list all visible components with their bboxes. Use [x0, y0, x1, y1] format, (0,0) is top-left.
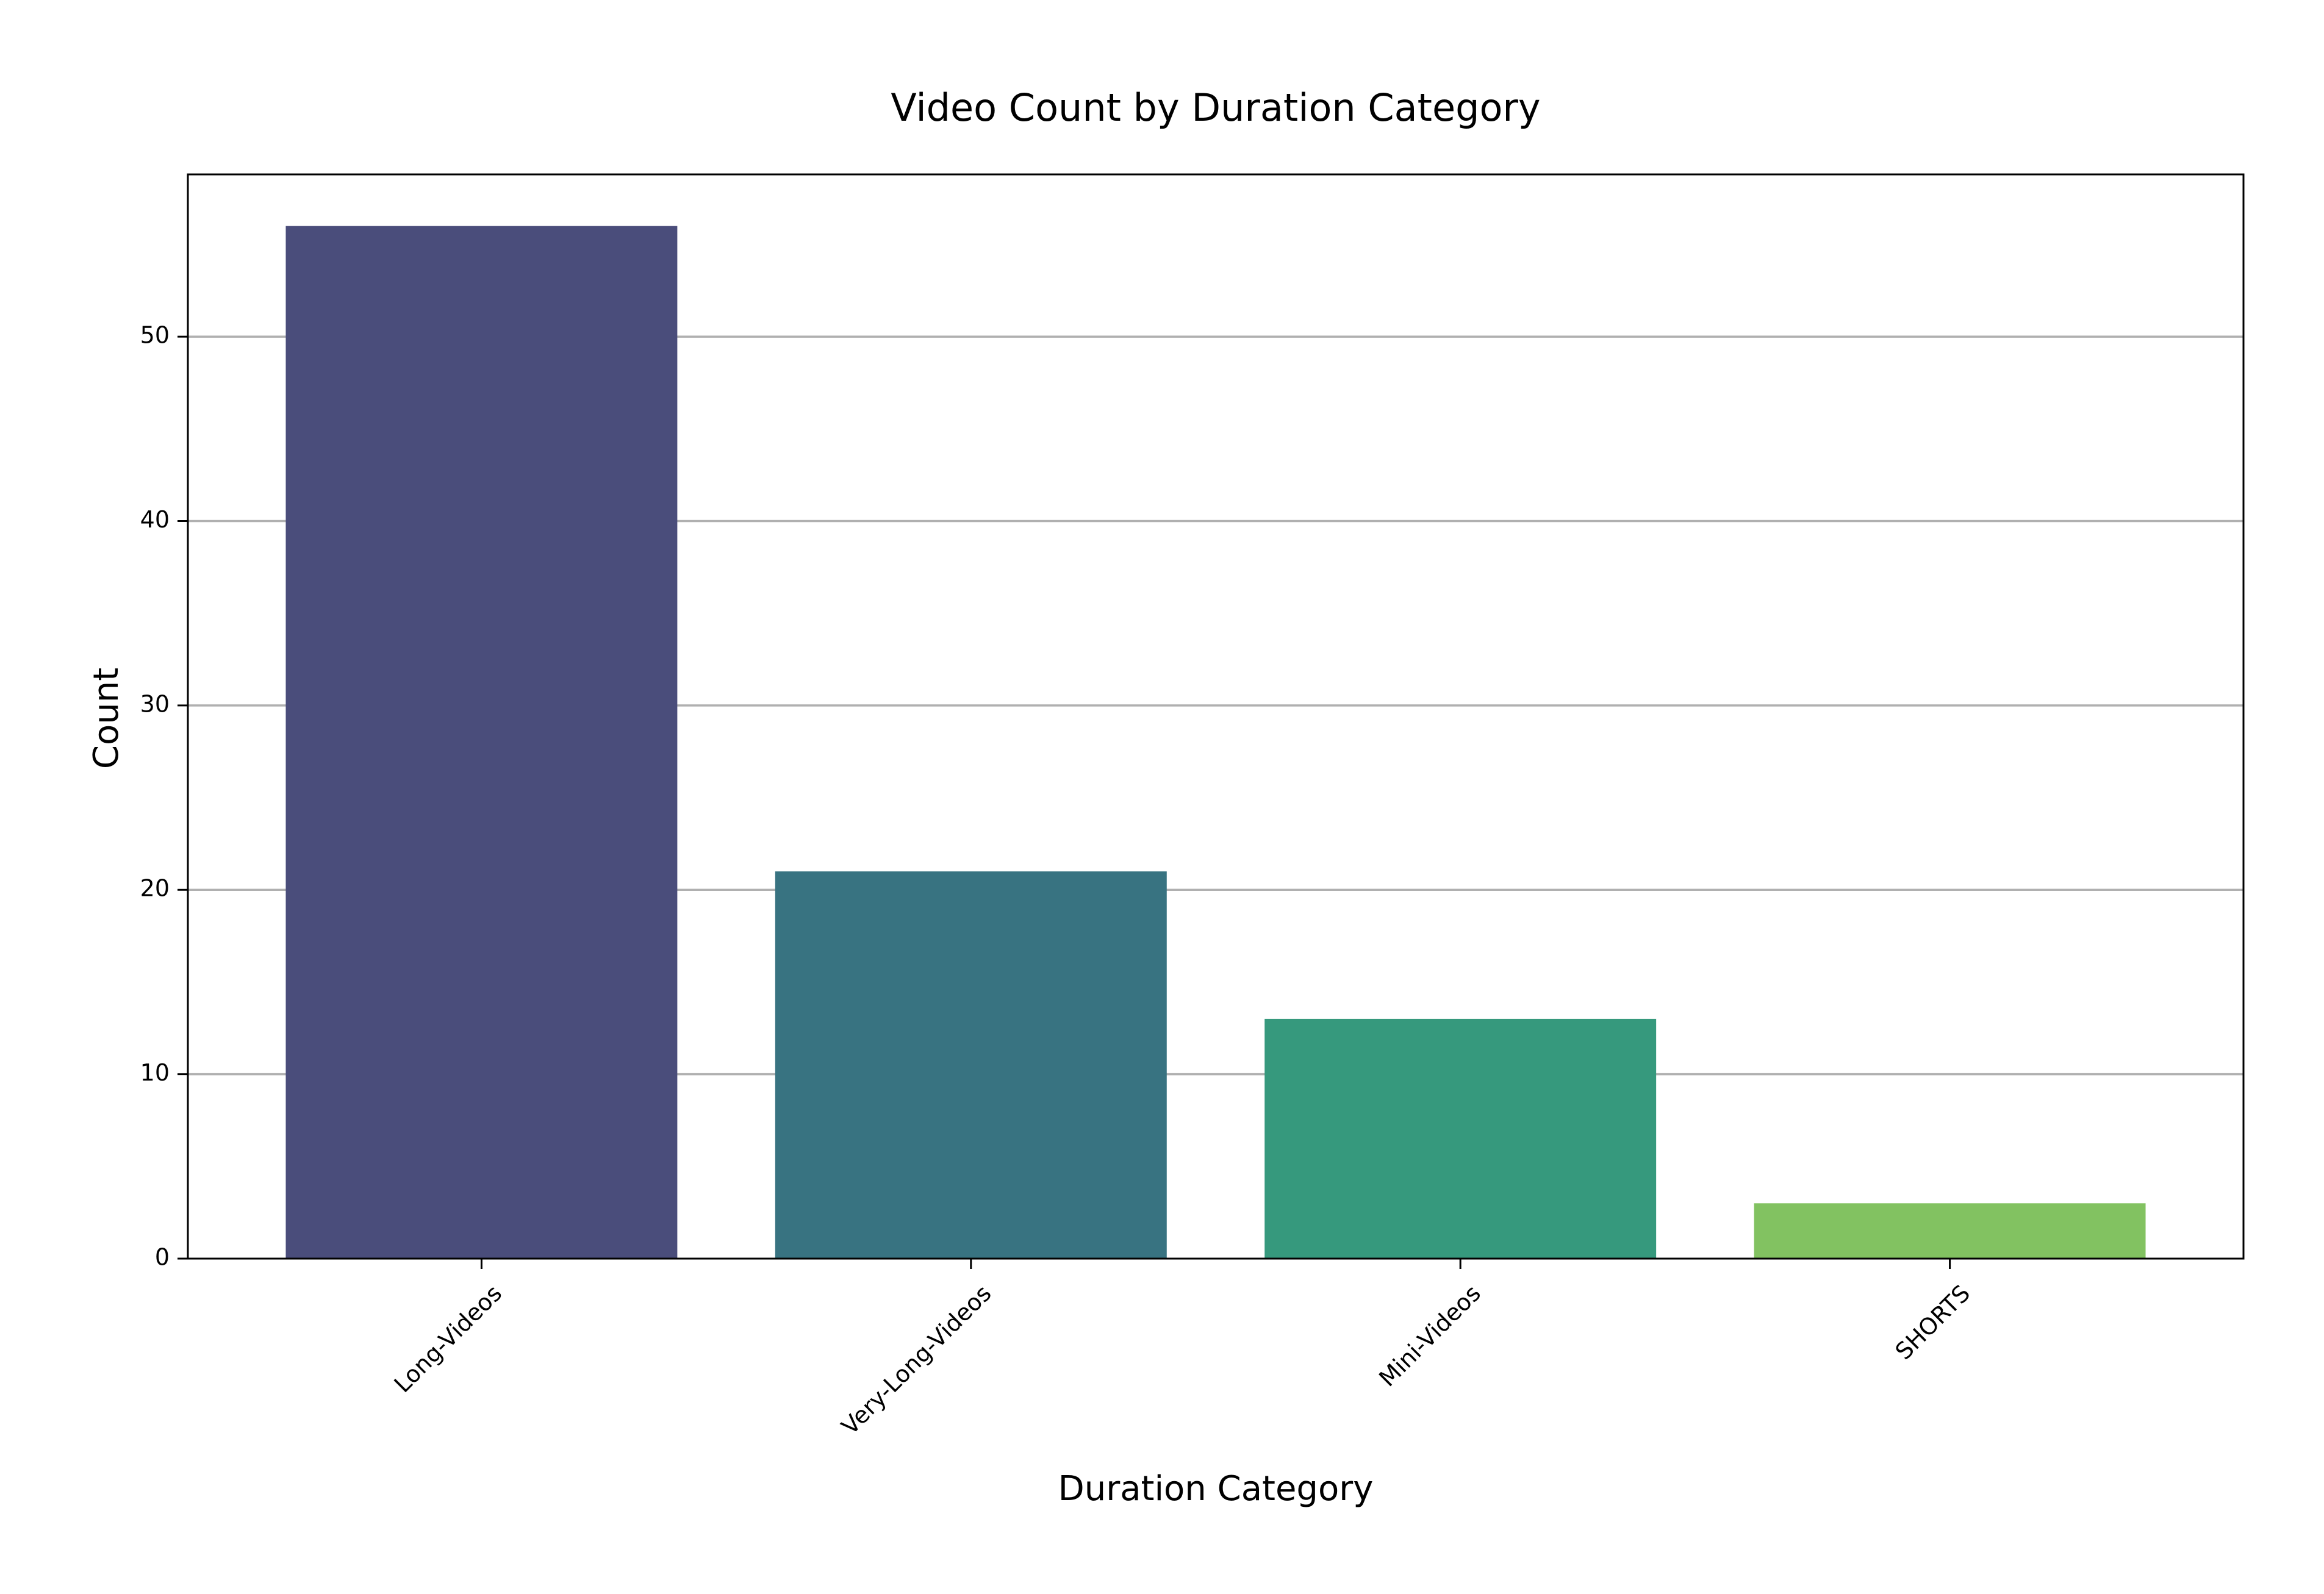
bars — [285, 226, 2146, 1259]
plot-frame — [187, 173, 2245, 1260]
bar-long-videos — [285, 226, 678, 1259]
y-tick-label: 10 — [140, 1059, 170, 1086]
bar-shorts — [1754, 1203, 2146, 1259]
y-tick-label: 20 — [140, 875, 170, 902]
y-tick-label: 50 — [140, 322, 170, 349]
x-axis-label: Duration Category — [1058, 1469, 1374, 1509]
bar-very-long-videos — [775, 871, 1167, 1259]
y-tick-label: 0 — [155, 1244, 170, 1271]
y-tick-label: 40 — [140, 506, 170, 533]
y-tick-label: 30 — [140, 690, 170, 717]
chart-title: Video Count by Duration Category — [891, 85, 1540, 130]
bar-mini-videos — [1264, 1018, 1657, 1259]
y-axis-label: Count — [87, 668, 126, 769]
y-axis-ticks: 0 10 20 30 40 50 — [140, 322, 188, 1271]
